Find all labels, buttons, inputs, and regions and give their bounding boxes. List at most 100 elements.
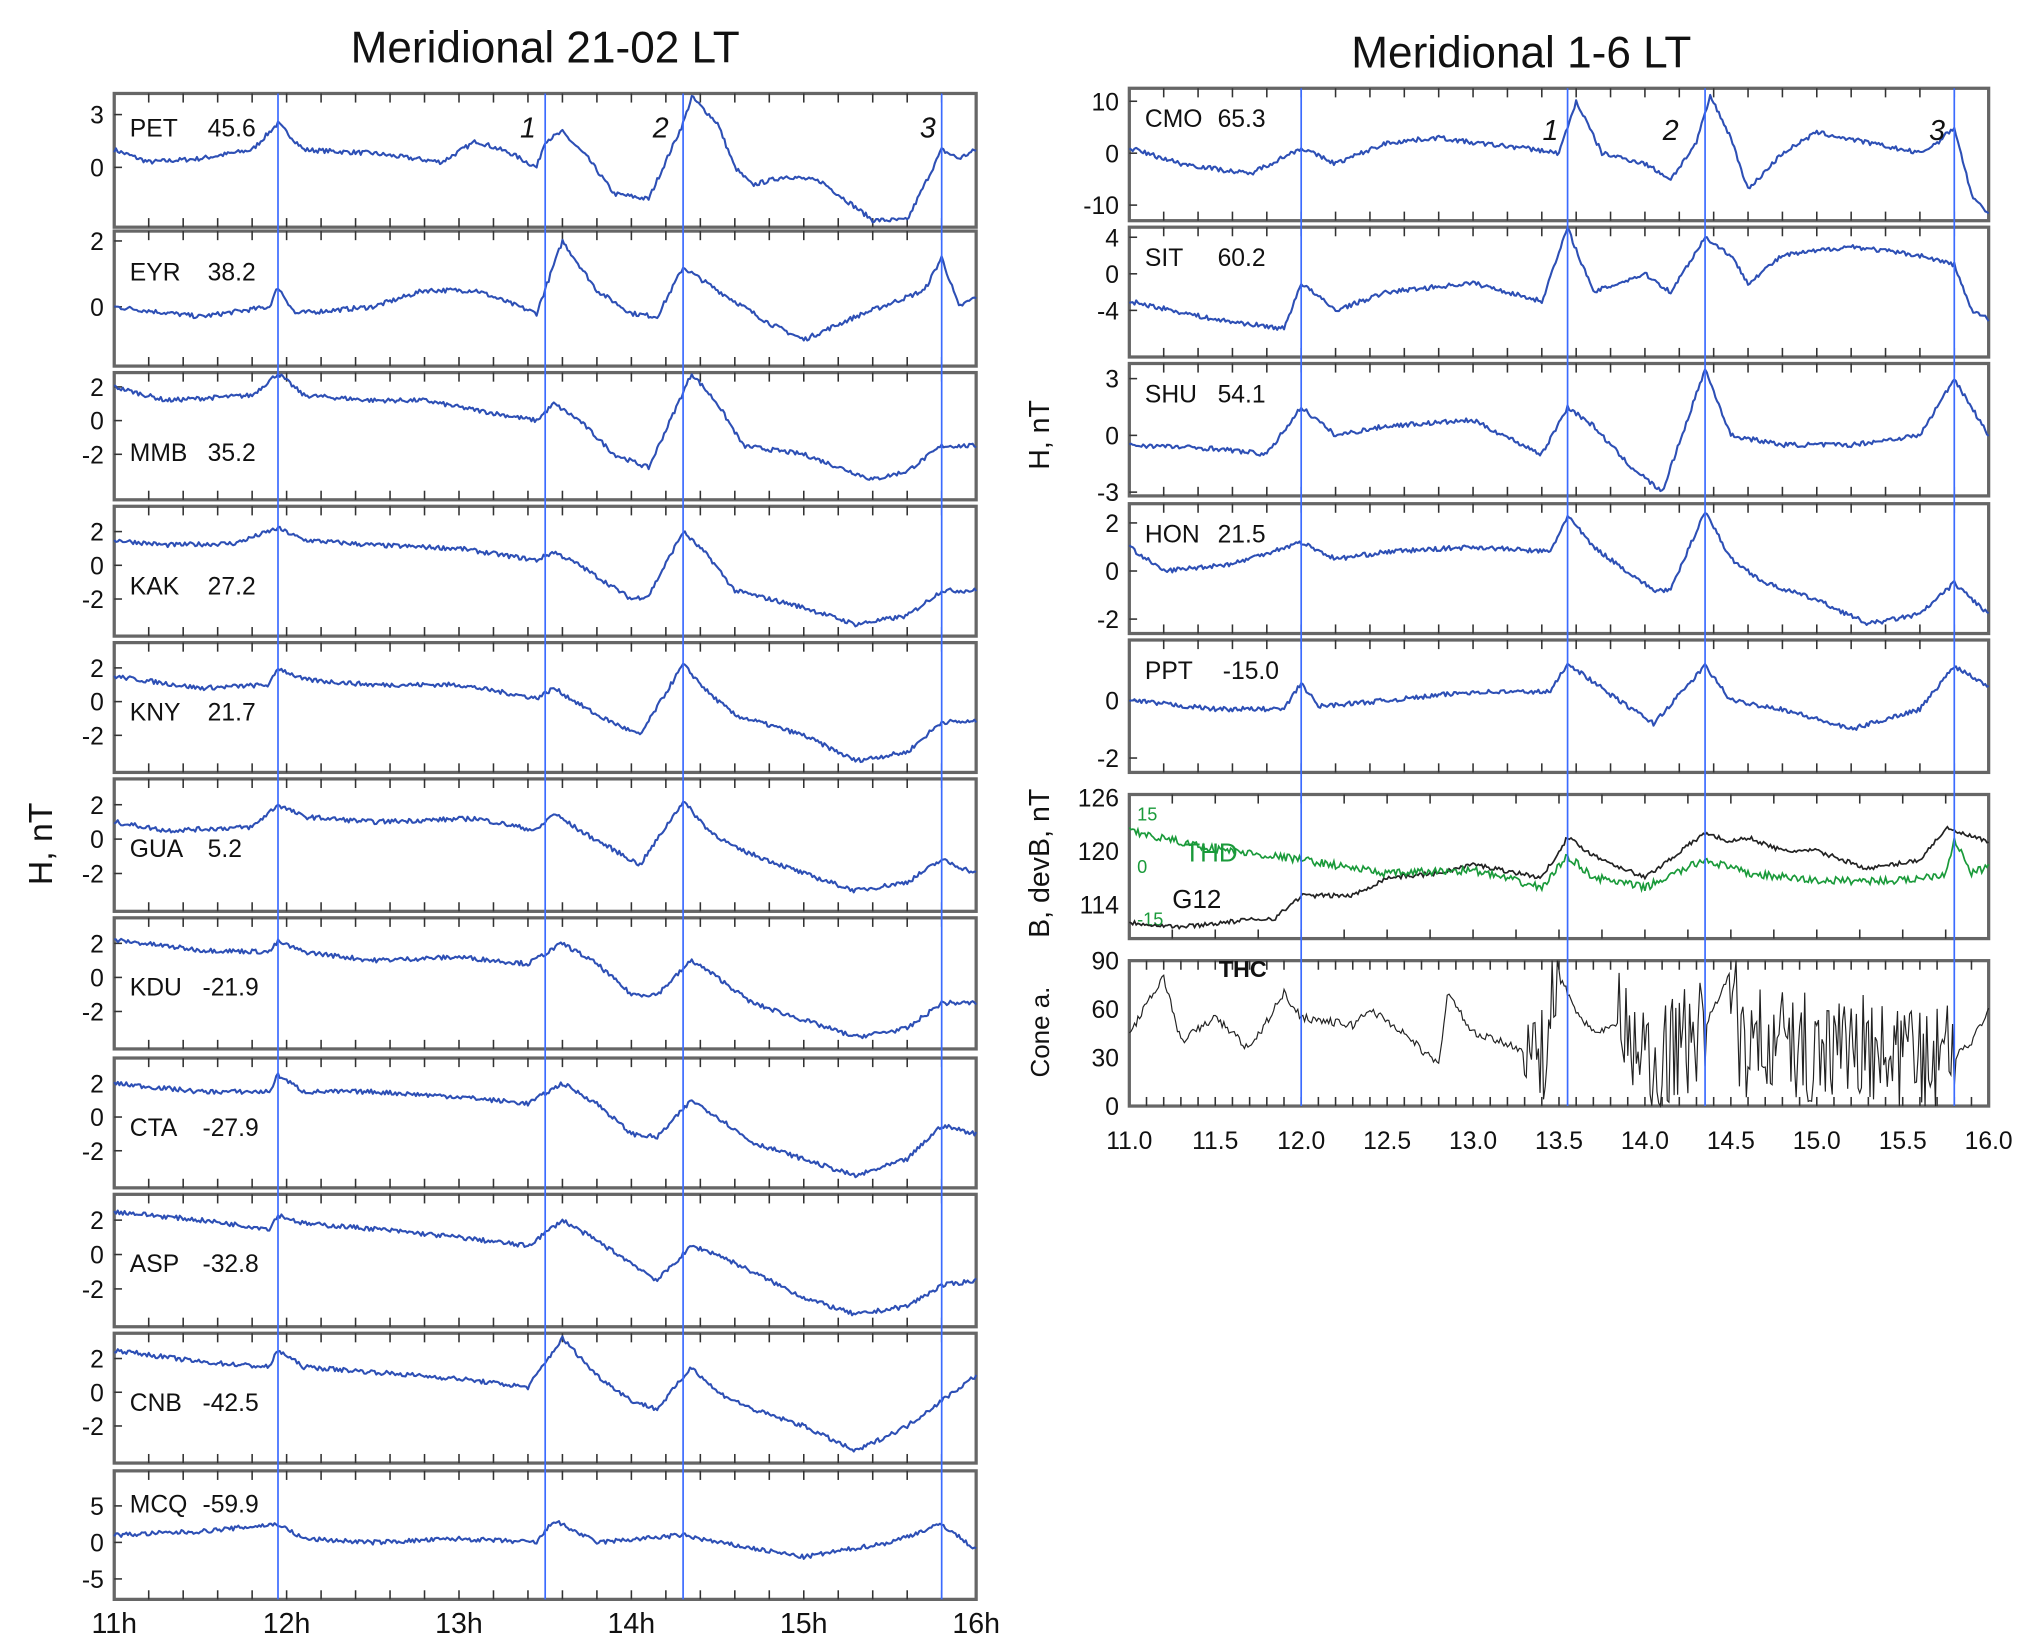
x-tick-label: 15.0: [1793, 1128, 1841, 1155]
panel-ppt-frame: [1127, 638, 1991, 775]
y-tick-label: 2: [90, 520, 104, 547]
devb-y-tick-label: 15: [1137, 804, 1157, 824]
y-tick-label: 0: [90, 155, 104, 182]
cone-y-tick-label: 30: [1092, 1046, 1119, 1073]
y-tick-label: 0: [1105, 262, 1119, 289]
y-tick-label: 0: [1105, 689, 1119, 716]
y-tick-label: 0: [90, 690, 104, 717]
x-tick-label: 14.5: [1707, 1128, 1755, 1155]
station-latitude: 27.2: [208, 574, 256, 601]
series-shu: [1128, 368, 1990, 493]
x-tick-label: 11.0: [1106, 1128, 1152, 1155]
station-code: SHU: [1145, 381, 1197, 408]
y-tick-label: -5: [82, 1567, 104, 1594]
left-chart-title: Meridional 21-02 LT: [351, 23, 740, 72]
station-latitude: -42.5: [203, 1390, 259, 1417]
station-code: CNB: [130, 1390, 182, 1417]
x-tick-label: 16.0: [1965, 1128, 2013, 1155]
y-tick-label: 0: [1105, 423, 1119, 450]
y-tick-label: 2: [90, 375, 104, 402]
station-code: MMB: [130, 440, 188, 467]
station-code: PPT: [1145, 658, 1193, 685]
station-latitude: 35.2: [208, 440, 256, 467]
station-latitude: 21.5: [1218, 522, 1266, 549]
station-latitude: -15.0: [1223, 658, 1279, 685]
y-tick-label: 2: [90, 931, 104, 958]
station-latitude: 21.7: [208, 699, 256, 726]
y-tick-label: -2: [82, 1277, 104, 1304]
station-latitude: 65.3: [1218, 106, 1266, 133]
x-tick-label: 13.0: [1449, 1128, 1497, 1155]
y-tick-label: 0: [90, 295, 104, 322]
y-tick-label: 0: [90, 1105, 104, 1132]
station-code: KNY: [130, 699, 181, 726]
event-label: 2: [1662, 115, 1679, 147]
cone-y-tick-label: 90: [1092, 949, 1119, 976]
x-tick-label: 14h: [608, 1608, 656, 1640]
series-thc: [1128, 960, 1990, 1109]
station-code: KAK: [130, 574, 180, 601]
panel-hon-frame: [1127, 502, 1991, 636]
y-tick-label: -2: [82, 587, 104, 614]
legend-g12: G12: [1172, 884, 1221, 914]
event-label: 3: [1929, 115, 1945, 147]
station-latitude: -27.9: [203, 1115, 259, 1142]
y-tick-label: -2: [82, 862, 104, 889]
station-code: EYR: [130, 259, 181, 286]
right-y-axis-label: H, nT: [1024, 400, 1056, 470]
left-y-axis-label: H, nT: [22, 803, 60, 886]
station-code: CMO: [1145, 106, 1203, 133]
y-tick-label: -2: [82, 723, 104, 750]
station-latitude: -32.8: [203, 1251, 259, 1278]
cone-y-tick-label: 60: [1092, 997, 1119, 1024]
panel-shu-frame: [1127, 361, 1991, 498]
y-tick-label: -10: [1083, 193, 1119, 220]
station-latitude: -59.9: [203, 1491, 259, 1518]
y-tick-label: 0: [90, 409, 104, 436]
y-tick-label: 0: [90, 1380, 104, 1407]
y-tick-label: -2: [82, 1139, 104, 1166]
y-tick-label: 2: [1105, 511, 1119, 538]
y-tick-label: -2: [82, 1414, 104, 1441]
y-tick-label: -2: [82, 442, 104, 469]
y-tick-label: -2: [1097, 746, 1119, 773]
x-tick-label: 16h: [952, 1608, 1000, 1640]
x-tick-label: 15h: [780, 1608, 828, 1640]
event-label: 2: [652, 113, 669, 145]
station-code: CTA: [130, 1115, 178, 1142]
y-tick-label: 2: [90, 229, 104, 256]
y-tick-label: 0: [90, 827, 104, 854]
y-tick-label: 2: [90, 793, 104, 820]
field-y-tick-label: 114: [1080, 893, 1119, 920]
station-latitude: 60.2: [1218, 245, 1266, 272]
field-y-tick-label: 120: [1078, 839, 1119, 866]
station-latitude: -21.9: [203, 975, 259, 1002]
y-tick-label: 3: [1105, 367, 1119, 394]
series-ppt: [1128, 662, 1990, 731]
station-code: KDU: [130, 975, 182, 1002]
x-tick-label: 11h: [91, 1608, 137, 1640]
event-label: 1: [520, 113, 536, 145]
y-tick-label: -2: [1097, 607, 1119, 634]
panel-cmo-frame: [1127, 86, 1991, 223]
y-tick-label: 2: [90, 1208, 104, 1235]
x-tick-label: 11.5: [1192, 1128, 1238, 1155]
station-latitude: 54.1: [1218, 381, 1266, 408]
y-tick-label: -2: [82, 1000, 104, 1027]
station-code: PET: [130, 115, 178, 142]
y-tick-label: 0: [90, 966, 104, 993]
cone-y-tick-label: 0: [1105, 1094, 1119, 1121]
field-y-tick-label: 126: [1078, 785, 1119, 812]
series-thd: [1128, 826, 1990, 894]
y-tick-label: 0: [1105, 559, 1119, 586]
y-tick-label: 5: [90, 1494, 104, 1521]
event-label: 3: [920, 113, 936, 145]
devb-y-tick-label: 0: [1137, 857, 1147, 877]
y-tick-label: 0: [1105, 141, 1119, 168]
event-label: 1: [1542, 115, 1558, 147]
series-hon: [1128, 512, 1990, 626]
station-code: HON: [1145, 522, 1200, 549]
y-tick-label: 0: [90, 1530, 104, 1557]
x-tick-label: 13h: [435, 1608, 483, 1640]
